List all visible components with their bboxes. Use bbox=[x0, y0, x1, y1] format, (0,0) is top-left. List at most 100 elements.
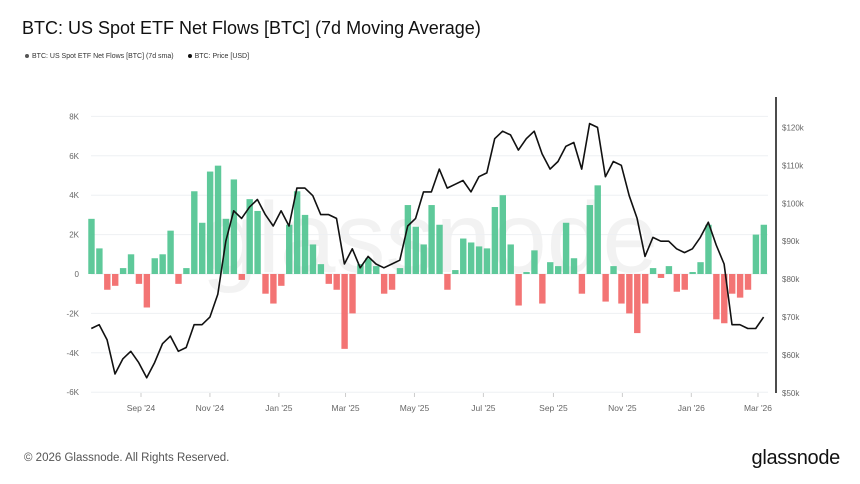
flow-bar bbox=[713, 274, 720, 320]
flow-bar bbox=[689, 272, 696, 274]
right-tick-label: $50k bbox=[782, 389, 800, 398]
flow-bar bbox=[554, 266, 562, 274]
flow-bar bbox=[293, 191, 301, 274]
flow-bar bbox=[309, 244, 317, 274]
flow-bar bbox=[112, 274, 119, 286]
flow-bar bbox=[88, 218, 95, 274]
legend: BTC: US Spot ETF Net Flows [BTC] (7d sma… bbox=[25, 53, 249, 60]
copyright: © 2026 Glassnode. All Rights Reserved. bbox=[24, 452, 230, 464]
flow-bar bbox=[357, 264, 364, 274]
flow-bar bbox=[262, 274, 269, 294]
left-tick-label: 2K bbox=[69, 231, 79, 240]
flow-bar bbox=[365, 258, 372, 274]
legend-item-flows[interactable]: BTC: US Spot ETF Net Flows [BTC] (7d sma… bbox=[25, 53, 174, 60]
flow-bar bbox=[547, 262, 554, 274]
flow-bar bbox=[578, 274, 586, 294]
flow-bar bbox=[206, 171, 214, 274]
flow-bar bbox=[380, 274, 388, 294]
flow-bar bbox=[412, 226, 419, 274]
flow-bar bbox=[404, 205, 412, 274]
flow-bar bbox=[523, 272, 530, 274]
flow-bar bbox=[618, 274, 625, 304]
flow-bar bbox=[705, 224, 712, 274]
x-tick-label: Mar '25 bbox=[331, 403, 359, 413]
right-tick-label: $110k bbox=[782, 161, 804, 170]
flow-bar bbox=[570, 258, 578, 274]
flow-bar bbox=[254, 210, 261, 274]
flow-bar bbox=[539, 274, 546, 304]
flow-bar bbox=[491, 207, 499, 274]
left-tick-label: 6K bbox=[69, 152, 79, 161]
flow-bar bbox=[736, 274, 744, 298]
flow-bar bbox=[665, 266, 673, 274]
flow-bar bbox=[388, 274, 396, 290]
x-tick-label: Sep '25 bbox=[539, 403, 568, 413]
flow-bar bbox=[728, 274, 736, 294]
x-tick-label: Nov '25 bbox=[608, 403, 637, 413]
x-tick-label: Jan '25 bbox=[265, 403, 292, 413]
flow-bar bbox=[531, 250, 538, 274]
left-tick-label: -4K bbox=[67, 349, 80, 358]
flow-bar bbox=[626, 274, 633, 314]
x-tick-label: Nov '24 bbox=[196, 403, 225, 413]
flow-bar bbox=[167, 230, 174, 274]
right-tick-label: $60k bbox=[782, 351, 800, 360]
right-tick-label: $100k bbox=[782, 199, 805, 208]
flow-bar bbox=[396, 268, 404, 274]
flow-bar bbox=[333, 274, 340, 290]
flow-bar bbox=[301, 214, 309, 274]
flow-bar bbox=[744, 274, 752, 290]
flow-bar bbox=[428, 205, 435, 274]
flow-bar bbox=[341, 274, 348, 349]
flow-bar bbox=[151, 258, 158, 274]
legend-item-price[interactable]: BTC: Price [USD] bbox=[187, 53, 250, 60]
flow-bar bbox=[641, 274, 649, 304]
left-tick-label: 0 bbox=[75, 270, 80, 279]
flow-bar bbox=[649, 268, 657, 274]
right-tick-label: $80k bbox=[782, 275, 800, 284]
legend-label: BTC: US Spot ETF Net Flows [BTC] (7d sma… bbox=[32, 53, 174, 60]
x-tick-label: May '25 bbox=[400, 403, 430, 413]
flow-bar bbox=[475, 246, 483, 274]
flow-bar bbox=[602, 274, 609, 302]
x-tick-label: Jan '26 bbox=[678, 403, 705, 413]
flow-bar bbox=[760, 224, 768, 274]
chart-title: BTC: US Spot ETF Net Flows [BTC] (7d Mov… bbox=[22, 18, 481, 38]
legend-dot-icon bbox=[25, 54, 29, 59]
flow-bar bbox=[483, 248, 491, 274]
flow-bar bbox=[191, 191, 198, 274]
flow-bar bbox=[634, 274, 641, 334]
flow-bar bbox=[721, 274, 728, 324]
flow-bar bbox=[270, 274, 277, 304]
flow-bar bbox=[175, 274, 182, 284]
flow-bar bbox=[752, 234, 760, 274]
right-tick-label: $90k bbox=[782, 237, 800, 246]
right-tick-label: $70k bbox=[782, 313, 800, 322]
left-tick-label: -6K bbox=[67, 388, 80, 397]
right-tick-label: $120k bbox=[782, 123, 805, 132]
flow-bar bbox=[286, 224, 293, 274]
flow-bar bbox=[317, 264, 325, 274]
flow-bar bbox=[104, 274, 111, 290]
flow-bar bbox=[467, 242, 475, 274]
flow-bar bbox=[586, 205, 594, 274]
flow-bar bbox=[373, 266, 380, 274]
price-line bbox=[90, 122, 765, 379]
flow-bar bbox=[325, 274, 332, 284]
flow-bar bbox=[143, 274, 151, 308]
flow-bar bbox=[515, 274, 522, 306]
legend-label: BTC: Price [USD] bbox=[194, 53, 250, 60]
left-tick-label: 4K bbox=[69, 191, 79, 200]
glassnode-logo[interactable]: glassnode bbox=[751, 447, 841, 469]
x-tick-label: Sep '24 bbox=[127, 403, 156, 413]
flow-bar bbox=[562, 222, 570, 274]
left-tick-label: -2K bbox=[67, 309, 80, 318]
flow-bar bbox=[610, 266, 617, 274]
flow-bar bbox=[119, 268, 127, 274]
flow-bar bbox=[127, 254, 135, 274]
flow-bar bbox=[444, 274, 451, 290]
flow-bar bbox=[460, 238, 467, 274]
flow-bar bbox=[349, 274, 356, 314]
flow-bar bbox=[452, 270, 459, 274]
left-tick-label: 8K bbox=[69, 112, 79, 121]
